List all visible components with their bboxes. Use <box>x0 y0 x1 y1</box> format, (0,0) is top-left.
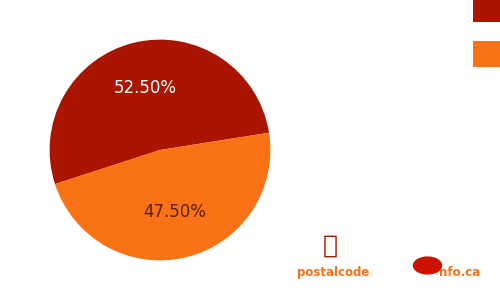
Wedge shape <box>55 133 270 260</box>
Text: nfo.ca: nfo.ca <box>439 266 480 279</box>
Text: 47.50%: 47.50% <box>144 203 206 221</box>
Text: i: i <box>426 265 430 278</box>
Wedge shape <box>50 40 269 184</box>
Text: postalcode: postalcode <box>298 266 370 279</box>
Text: 🍁: 🍁 <box>322 234 338 258</box>
Text: 52.50%: 52.50% <box>114 79 176 97</box>
Legend:  - Females,  - Males: - Females, - Males <box>474 0 500 67</box>
